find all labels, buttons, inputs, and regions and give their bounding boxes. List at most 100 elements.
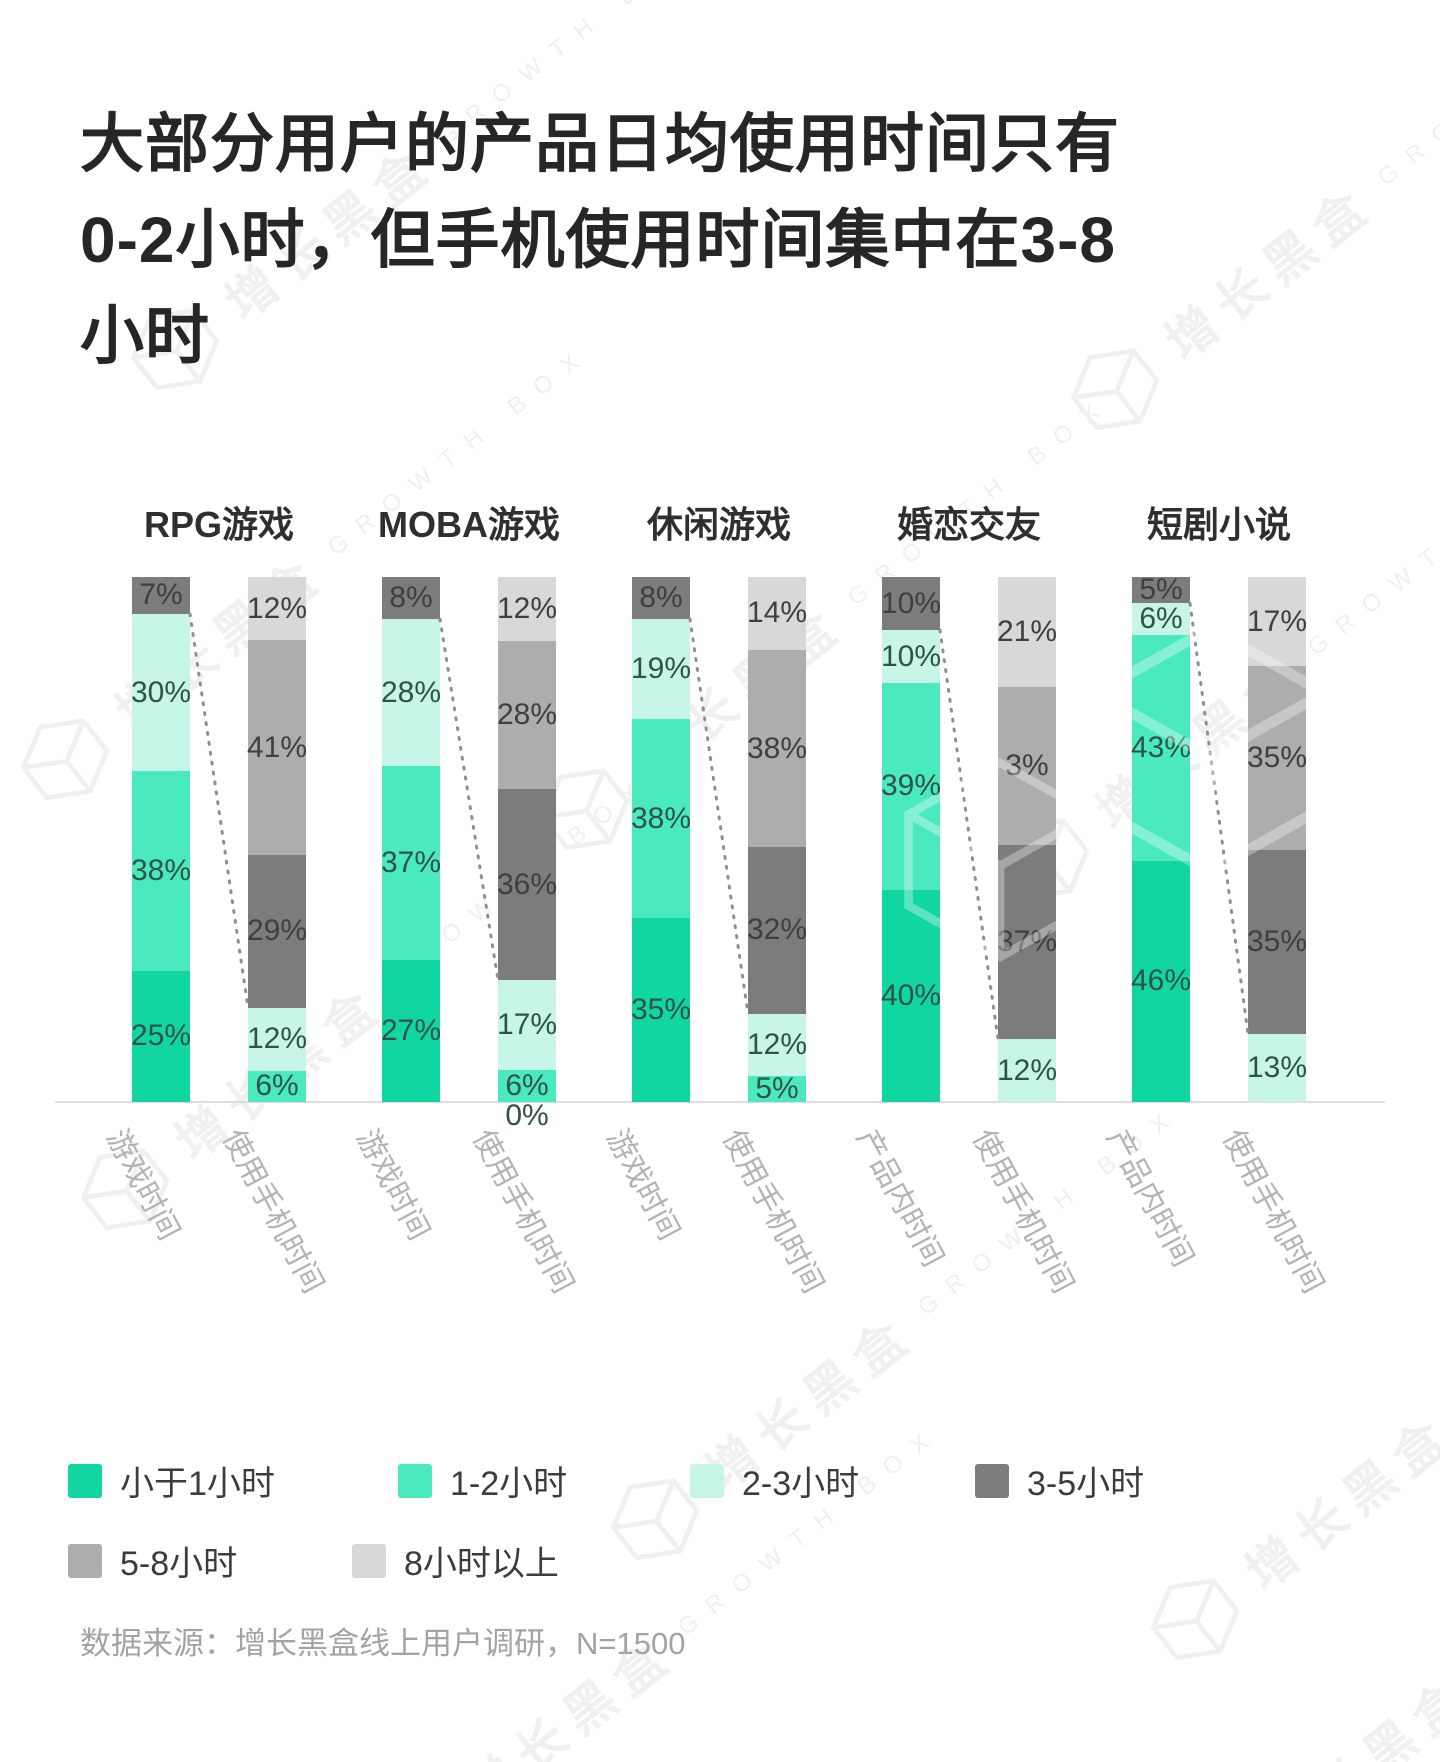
segment-value-label: 25% — [130, 1019, 192, 1053]
legend-swatch — [68, 1463, 102, 1498]
bar-segment — [1248, 1033, 1306, 1102]
legend-item: 8小时以上 — [352, 1536, 559, 1585]
segment-value-label: 0% — [505, 1099, 549, 1132]
axis-label: 使用手机时间 — [1215, 1124, 1330, 1299]
bar-segment — [882, 683, 940, 890]
bar-segment — [998, 844, 1056, 1039]
axis-label: 产品内时间 — [1099, 1124, 1200, 1273]
segment-value-label: 21% — [996, 615, 1058, 649]
bar-segment — [248, 1007, 306, 1071]
legend-item: 1-2小时 — [398, 1456, 567, 1505]
segment-value-label: 12% — [246, 1022, 308, 1055]
legend-label: 8小时以上 — [404, 1545, 559, 1583]
segment-value-label: 10% — [880, 586, 942, 620]
segment-value-label: 17% — [496, 1008, 558, 1042]
legend-item: 小于1小时 — [68, 1456, 275, 1505]
legend-item: 3-5小时 — [975, 1456, 1144, 1505]
title-line-2: 0-2小时，但手机使用时间集中在3-8 — [80, 204, 1116, 276]
bar-segment — [248, 1070, 306, 1102]
axis-label: 游戏时间 — [599, 1124, 686, 1246]
legend-swatch — [975, 1463, 1009, 1498]
group-title: 婚恋交友 — [896, 504, 1041, 545]
legend-label: 小于1小时 — [120, 1465, 275, 1503]
group-title: RPG游戏 — [143, 504, 294, 545]
segment-value-label: 30% — [130, 675, 192, 709]
segment-value-label: 38% — [630, 801, 692, 835]
legend-label: 3-5小时 — [1027, 1465, 1145, 1503]
bar-segment — [248, 640, 306, 856]
bar-segment — [748, 649, 806, 848]
bar-segment — [498, 980, 556, 1071]
bar-segment — [998, 687, 1056, 845]
segment-value-label: 38% — [746, 731, 808, 765]
segment-value-label: 37% — [996, 924, 1058, 958]
bar-segment — [748, 577, 806, 650]
bar-segment — [748, 1076, 806, 1102]
segment-value-label: 12% — [996, 1053, 1058, 1087]
segment-value-label: 36% — [496, 867, 558, 901]
segment-value-label: 40% — [880, 978, 942, 1012]
segment-value-label: 17% — [1246, 604, 1308, 638]
bar-segment — [882, 889, 940, 1102]
segment-value-label: 39% — [880, 769, 942, 803]
x-axis-line — [55, 1101, 1385, 1103]
legend-item: 2-3小时 — [690, 1456, 859, 1505]
bar-segment — [248, 855, 306, 1008]
segment-value-label: 27% — [380, 1014, 442, 1048]
segment-value-label: 7% — [139, 578, 183, 612]
growth-box-logo-icon — [1150, 1578, 1240, 1661]
segment-value-label: 13% — [1246, 1050, 1308, 1084]
bar-segment — [248, 577, 306, 640]
segment-value-label: 46% — [1130, 964, 1192, 998]
segment-value-label: 12% — [246, 591, 308, 625]
segment-value-label: 28% — [496, 697, 558, 731]
page-title: 大部分用户的产品日均使用时间只有 0-2小时，但手机使用时间集中在3-8 小时 — [80, 96, 1380, 384]
title-line-3: 小时 — [80, 300, 210, 372]
bar-segment — [132, 577, 190, 614]
bar-segment — [498, 577, 556, 641]
segment-value-label: 10% — [880, 639, 942, 673]
bar-segment — [498, 789, 556, 981]
axis-label: 使用手机时间 — [215, 1124, 330, 1299]
connector-line — [938, 628, 1000, 1041]
segment-value-label: 43% — [1130, 730, 1192, 764]
segment-value-label: 41% — [246, 730, 308, 764]
segment-value-label: 28% — [380, 675, 442, 709]
segment-value-label: 5% — [1139, 573, 1183, 607]
segment-value-label: 8% — [389, 581, 433, 614]
growth-box-logo-icon — [610, 1478, 700, 1561]
bar-segment — [632, 718, 690, 919]
segment-value-label: 14% — [746, 596, 808, 630]
growth-box-logo-icon — [130, 308, 220, 391]
segment-value-label: 6% — [1139, 602, 1183, 635]
legend-swatch — [68, 1543, 102, 1578]
axis-label: 使用手机时间 — [965, 1124, 1080, 1299]
bar-segment — [748, 847, 806, 1014]
bar-segment — [882, 577, 940, 631]
group-title: MOBA游戏 — [378, 504, 560, 545]
legend-label: 5-8小时 — [120, 1545, 238, 1583]
bar-segment — [1248, 577, 1306, 667]
bar-segment — [382, 577, 440, 619]
growth-box-logo-icon — [1070, 348, 1160, 431]
segment-value-label: 32% — [746, 913, 808, 947]
bar-segment — [748, 1013, 806, 1076]
group-title: 休闲游戏 — [646, 504, 791, 545]
legend-label: 2-3小时 — [742, 1465, 860, 1503]
connector-line — [188, 612, 250, 1009]
segment-value-label: 37% — [380, 846, 442, 880]
segment-value-label: 38% — [130, 854, 192, 887]
bar-segment — [498, 1070, 556, 1102]
segment-value-label: 6% — [255, 1069, 299, 1103]
axis-label: 使用手机时间 — [715, 1124, 830, 1299]
bar-segment — [132, 970, 190, 1102]
bar-segment — [632, 918, 690, 1102]
bar-segment — [998, 1039, 1056, 1102]
bar-segment — [998, 577, 1056, 688]
bar-segment — [132, 613, 190, 772]
